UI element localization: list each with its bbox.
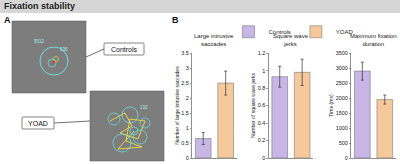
- svg-text:132: 132: [140, 105, 148, 110]
- svg-text:YOAD: YOAD: [336, 29, 354, 35]
- svg-text:0.2: 0.2: [258, 137, 266, 143]
- svg-text:Time (ms): Time (ms): [328, 94, 334, 117]
- svg-text:0.5: 0.5: [181, 140, 189, 146]
- html-text:Fixation stability: Fixation stability: [4, 1, 75, 11]
- svg-text:0: 0: [186, 155, 189, 161]
- svg-text:Controls: Controls: [269, 29, 291, 35]
- svg-text:0: 0: [345, 155, 348, 161]
- svg-text:2.5: 2.5: [181, 80, 189, 86]
- svg-text:Maximum fixationduration: Maximum fixationduration: [350, 33, 397, 47]
- svg-text:1500: 1500: [336, 110, 348, 116]
- svg-text:500: 500: [339, 140, 348, 146]
- svg-text:3: 3: [186, 65, 189, 71]
- svg-text:536: 536: [60, 47, 68, 52]
- svg-text:Number of square wave jerks: Number of square wave jerks: [250, 73, 256, 139]
- svg-text:1000: 1000: [336, 125, 348, 131]
- svg-text:2: 2: [186, 95, 189, 101]
- svg-text:0.8: 0.8: [258, 85, 266, 91]
- svg-text:0: 0: [262, 155, 265, 161]
- svg-text:0.4: 0.4: [258, 120, 266, 126]
- html-text:B: B: [172, 15, 179, 25]
- svg-text:2000: 2000: [336, 95, 348, 101]
- svg-text:3000: 3000: [336, 65, 348, 71]
- svg-text:Controls: Controls: [111, 46, 138, 53]
- svg-text:3500: 3500: [336, 50, 348, 56]
- svg-text:1.2: 1.2: [258, 50, 266, 56]
- svg-text:1: 1: [262, 68, 265, 74]
- svg-text:3.5: 3.5: [181, 50, 189, 56]
- svg-text:0.6: 0.6: [258, 102, 266, 108]
- svg-text:2500: 2500: [336, 80, 348, 86]
- svg-text:1: 1: [186, 125, 189, 131]
- svg-text:9512: 9512: [34, 39, 45, 44]
- svg-text:1.5: 1.5: [181, 110, 189, 116]
- svg-text:Square wavejerks: Square wavejerks: [273, 33, 309, 47]
- svg-text:YOAD: YOAD: [28, 120, 48, 127]
- svg-text:Large intrusivesaccades: Large intrusivesaccades: [194, 33, 234, 47]
- svg-text:A: A: [4, 15, 11, 25]
- svg-text:Number of large intrusive sacc: Number of large intrusive saccades: [174, 66, 180, 145]
